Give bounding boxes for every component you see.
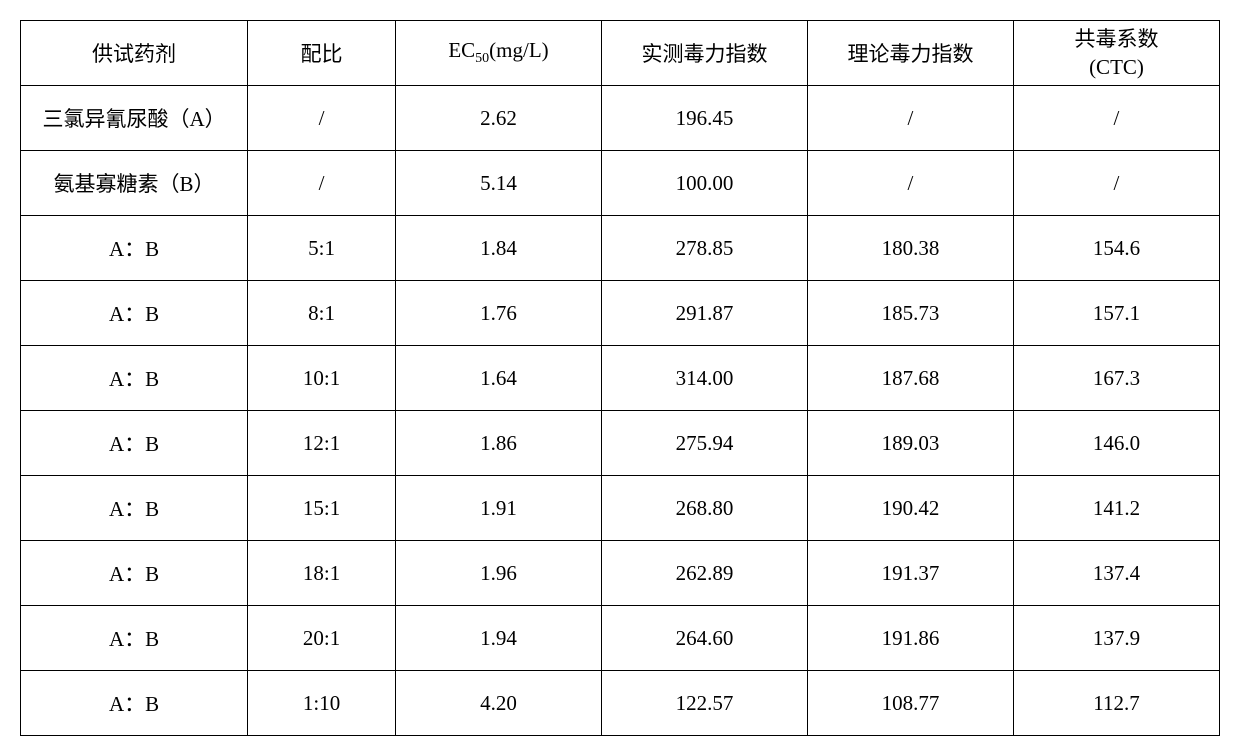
cell-ec50: 4.20 xyxy=(396,671,602,736)
ec50-suffix: (mg/L) xyxy=(489,38,548,62)
ctc-label-line1: 共毒系数 xyxy=(1015,25,1218,53)
cell-theoretical: 191.86 xyxy=(807,606,1013,671)
cell-theoretical: / xyxy=(807,86,1013,151)
cell-ratio: / xyxy=(248,86,396,151)
cell-ratio: 1:10 xyxy=(248,671,396,736)
cell-agent: 三氯异氰尿酸（A） xyxy=(21,86,248,151)
cell-measured: 278.85 xyxy=(601,216,807,281)
cell-ctc: 137.9 xyxy=(1013,606,1219,671)
cell-theoretical: 108.77 xyxy=(807,671,1013,736)
cell-ctc: 146.0 xyxy=(1013,411,1219,476)
cell-measured: 268.80 xyxy=(601,476,807,541)
cell-ctc: / xyxy=(1013,86,1219,151)
toxicity-table: 供试药剂 配比 EC50(mg/L) 实测毒力指数 理论毒力指数 共毒系数 (C… xyxy=(20,20,1220,736)
cell-ec50: 1.64 xyxy=(396,346,602,411)
cell-measured: 262.89 xyxy=(601,541,807,606)
cell-agent: A：B xyxy=(21,411,248,476)
cell-ec50: 1.86 xyxy=(396,411,602,476)
table-body: 三氯异氰尿酸（A）/2.62196.45//氨基寡糖素（B）/5.14100.0… xyxy=(21,86,1220,736)
cell-measured: 264.60 xyxy=(601,606,807,671)
cell-measured: 314.00 xyxy=(601,346,807,411)
cell-measured: 275.94 xyxy=(601,411,807,476)
table-row: A：B5:11.84278.85180.38154.6 xyxy=(21,216,1220,281)
col-header-ctc: 共毒系数 (CTC) xyxy=(1013,21,1219,86)
cell-ratio: / xyxy=(248,151,396,216)
table-row: A：B1:104.20122.57108.77112.7 xyxy=(21,671,1220,736)
cell-measured: 196.45 xyxy=(601,86,807,151)
cell-measured: 122.57 xyxy=(601,671,807,736)
cell-ctc: / xyxy=(1013,151,1219,216)
cell-ctc: 167.3 xyxy=(1013,346,1219,411)
cell-agent: A：B xyxy=(21,476,248,541)
cell-measured: 100.00 xyxy=(601,151,807,216)
cell-theoretical: 190.42 xyxy=(807,476,1013,541)
cell-agent: A：B xyxy=(21,216,248,281)
cell-ec50: 1.94 xyxy=(396,606,602,671)
cell-agent: A：B xyxy=(21,541,248,606)
table-row: A：B8:11.76291.87185.73157.1 xyxy=(21,281,1220,346)
cell-theoretical: / xyxy=(807,151,1013,216)
col-header-agent: 供试药剂 xyxy=(21,21,248,86)
cell-ctc: 137.4 xyxy=(1013,541,1219,606)
cell-ratio: 20:1 xyxy=(248,606,396,671)
cell-ec50: 1.84 xyxy=(396,216,602,281)
cell-ratio: 8:1 xyxy=(248,281,396,346)
col-header-ec50: EC50(mg/L) xyxy=(396,21,602,86)
ec50-subscript: 50 xyxy=(475,52,489,67)
cell-ratio: 15:1 xyxy=(248,476,396,541)
table-row: A：B20:11.94264.60191.86137.9 xyxy=(21,606,1220,671)
cell-ctc: 157.1 xyxy=(1013,281,1219,346)
cell-ctc: 141.2 xyxy=(1013,476,1219,541)
col-header-ratio: 配比 xyxy=(248,21,396,86)
cell-ec50: 1.91 xyxy=(396,476,602,541)
cell-ec50: 2.62 xyxy=(396,86,602,151)
table-row: 三氯异氰尿酸（A）/2.62196.45// xyxy=(21,86,1220,151)
cell-ratio: 18:1 xyxy=(248,541,396,606)
cell-ec50: 1.96 xyxy=(396,541,602,606)
cell-agent: A：B xyxy=(21,671,248,736)
cell-ctc: 154.6 xyxy=(1013,216,1219,281)
cell-agent: 氨基寡糖素（B） xyxy=(21,151,248,216)
col-header-theoretical: 理论毒力指数 xyxy=(807,21,1013,86)
cell-theoretical: 189.03 xyxy=(807,411,1013,476)
cell-agent: A：B xyxy=(21,281,248,346)
cell-measured: 291.87 xyxy=(601,281,807,346)
cell-theoretical: 187.68 xyxy=(807,346,1013,411)
col-header-measured: 实测毒力指数 xyxy=(601,21,807,86)
cell-theoretical: 185.73 xyxy=(807,281,1013,346)
cell-theoretical: 191.37 xyxy=(807,541,1013,606)
cell-ec50: 5.14 xyxy=(396,151,602,216)
table-row: A：B18:11.96262.89191.37137.4 xyxy=(21,541,1220,606)
table-row: A：B10:11.64314.00187.68167.3 xyxy=(21,346,1220,411)
cell-ratio: 12:1 xyxy=(248,411,396,476)
table-row: 氨基寡糖素（B）/5.14100.00// xyxy=(21,151,1220,216)
cell-agent: A：B xyxy=(21,346,248,411)
table-header-row: 供试药剂 配比 EC50(mg/L) 实测毒力指数 理论毒力指数 共毒系数 (C… xyxy=(21,21,1220,86)
ctc-label-line2: (CTC) xyxy=(1015,53,1218,81)
cell-ratio: 10:1 xyxy=(248,346,396,411)
table-row: A：B12:11.86275.94189.03146.0 xyxy=(21,411,1220,476)
cell-ec50: 1.76 xyxy=(396,281,602,346)
cell-ctc: 112.7 xyxy=(1013,671,1219,736)
cell-agent: A：B xyxy=(21,606,248,671)
cell-ratio: 5:1 xyxy=(248,216,396,281)
table-row: A：B15:11.91268.80190.42141.2 xyxy=(21,476,1220,541)
cell-theoretical: 180.38 xyxy=(807,216,1013,281)
ec50-prefix: EC xyxy=(448,38,475,62)
